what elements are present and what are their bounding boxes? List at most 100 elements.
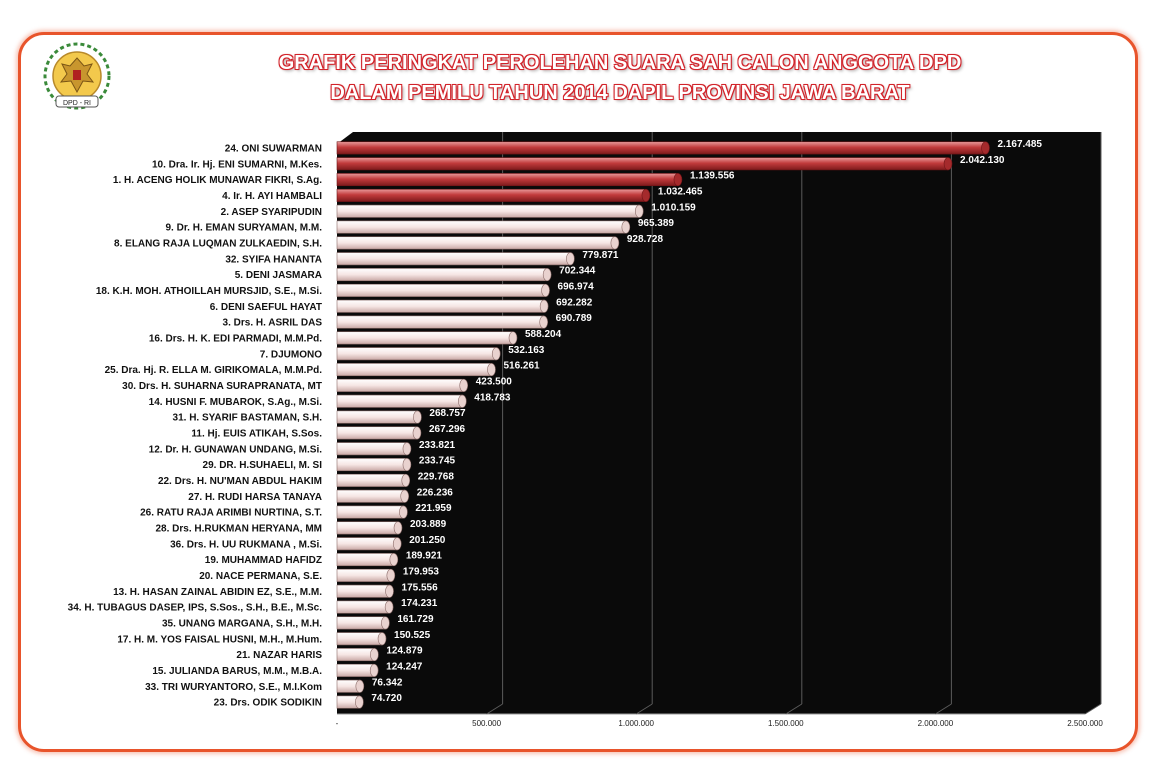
category-label: 34. H. TUBAGUS DASEP, IPS, S.Sos., S.H.,… [68, 603, 323, 614]
bar [336, 505, 404, 519]
value-label: 203.889 [410, 519, 447, 530]
gridline-floor [486, 703, 503, 715]
category-label: 12. Dr. H. GUNAWAN UNDANG, M.Si. [149, 444, 323, 455]
category-label: 17. H. M. YOS FAISAL HUSNI, M.H., M.Hum. [117, 634, 322, 645]
category-label: 35. UNANG MARGANA, S.H., M.H. [162, 618, 322, 629]
bar [336, 347, 497, 361]
bar-end-cap [402, 442, 412, 456]
bar-end-cap [981, 141, 990, 155]
x-tick-label: 1.500.000 [768, 719, 804, 728]
bar-end-cap [381, 616, 390, 630]
bar [336, 442, 408, 456]
category-label: 13. H. HASAN ZAINAL ABIDIN EZ, S.E., M.M… [113, 587, 322, 598]
bar [336, 537, 398, 551]
gridline-floor [635, 703, 653, 715]
value-label: 226.236 [417, 487, 454, 498]
bar-end-cap [412, 426, 422, 440]
gridline-floor [785, 703, 803, 715]
bar-end-cap [392, 537, 402, 551]
value-label: 201.250 [409, 535, 446, 546]
value-label: 267.296 [429, 424, 466, 435]
bar [336, 283, 546, 297]
value-label: 2.042.130 [960, 155, 1005, 166]
bar [336, 648, 375, 662]
category-label: 8. ELANG RAJA LUQMAN ZULKAEDIN, S.H. [114, 238, 322, 249]
bar-end-cap [487, 363, 496, 377]
value-label: 233.821 [419, 440, 456, 451]
value-label: 150.525 [394, 630, 431, 641]
category-label: 27. H. RUDI HARSA TANAYA [188, 492, 322, 503]
category-label: 31. H. SYARIF BASTAMAN, S.H. [173, 413, 323, 424]
value-label: 221.959 [415, 503, 452, 514]
bar [336, 632, 383, 646]
bar [336, 663, 375, 677]
bar [336, 331, 514, 345]
bar [336, 141, 986, 155]
bar [336, 600, 390, 614]
bar [336, 410, 418, 424]
value-label: 268.757 [429, 408, 466, 419]
value-label: 690.789 [556, 313, 593, 324]
bar [336, 553, 395, 567]
category-label: 9. Dr. H. EMAN SURYAMAN, M.M. [166, 223, 323, 234]
category-label: 6. DENI SAEFUL HAYAT [210, 302, 322, 313]
value-label: 1.032.465 [658, 186, 703, 197]
bar-end-cap [457, 394, 467, 408]
bar-end-cap [634, 204, 644, 218]
category-label: 19. MUHAMMAD HAFIDZ [205, 555, 322, 566]
bar-end-cap [399, 505, 408, 519]
bar-end-cap [386, 568, 396, 582]
bar [336, 157, 949, 171]
category-label: 22. Drs. H. NU'MAN ABDUL HAKIM [158, 476, 322, 487]
category-label: 11. Hj. EUIS ATIKAH, S.Sos. [191, 428, 322, 439]
category-label: 32. SYIFA HANANTA [225, 254, 322, 265]
bar-end-cap [541, 283, 550, 297]
category-label: 10. Dra. Ir. Hj. ENI SUMARNI, M.Kes. [152, 159, 322, 170]
category-label: 24. ONI SUWARMAN [225, 143, 322, 154]
bar-end-cap [491, 347, 501, 361]
category-label: 15. JULIANDA BARUS, M.M., M.B.A. [152, 666, 322, 677]
bar [336, 188, 647, 202]
x-tick-label: 500.000 [472, 719, 501, 728]
bar [336, 236, 616, 250]
bar [336, 458, 408, 472]
bar [336, 568, 392, 582]
bar-end-cap [459, 378, 469, 392]
bar [336, 173, 679, 187]
value-label: 779.871 [582, 250, 619, 261]
value-label: 161.729 [397, 614, 434, 625]
dpd-logo: DPD - RI [43, 42, 111, 110]
bar-end-cap [385, 584, 394, 598]
value-label: 692.282 [556, 297, 593, 308]
bar [336, 521, 399, 535]
category-label: 4. Ir. H. AYI HAMBALI [222, 191, 322, 202]
value-label: 928.728 [627, 234, 664, 245]
category-label: 23. Drs. ODIK SODIKIN [214, 698, 322, 709]
gridline-floor [1084, 703, 1102, 715]
category-label: 30. Drs. H. SUHARNA SURAPRANATA, MT [122, 381, 322, 392]
value-label: 965.389 [638, 218, 675, 229]
category-label: 33. TRI WURYANTORO, S.E., M.I.Kom [145, 682, 322, 693]
chart-title-line2: DALAM PEMILU TAHUN 2014 DAPIL PROVINSI J… [330, 82, 910, 104]
bar-end-cap [413, 410, 422, 424]
value-label: 1.010.159 [651, 202, 696, 213]
bar [336, 363, 492, 377]
bar-end-cap [400, 489, 409, 503]
value-label: 233.745 [419, 456, 456, 467]
bar-end-cap [355, 679, 365, 693]
x-tick-label: 2.000.000 [918, 719, 954, 728]
bar [336, 204, 640, 218]
bar-end-cap [673, 173, 683, 187]
bar-end-cap [384, 600, 394, 614]
category-label: 7. DJUMONO [260, 349, 322, 360]
bar-end-cap [539, 299, 549, 313]
value-label: 229.768 [418, 471, 455, 482]
value-label: 124.247 [386, 661, 423, 672]
category-label: 21. NAZAR HARIS [236, 650, 322, 661]
x-tick-label: - [336, 719, 339, 728]
category-label: 28. Drs. H.RUKMAN HERYANA, MM [155, 523, 322, 534]
value-label: 74.720 [371, 693, 402, 704]
category-label: 25. Dra. Hj. R. ELLA M. GIRIKOMALA, M.M.… [105, 365, 323, 376]
category-label: 16. Drs. H. K. EDI PARMADI, M.M.Pd. [149, 333, 322, 344]
